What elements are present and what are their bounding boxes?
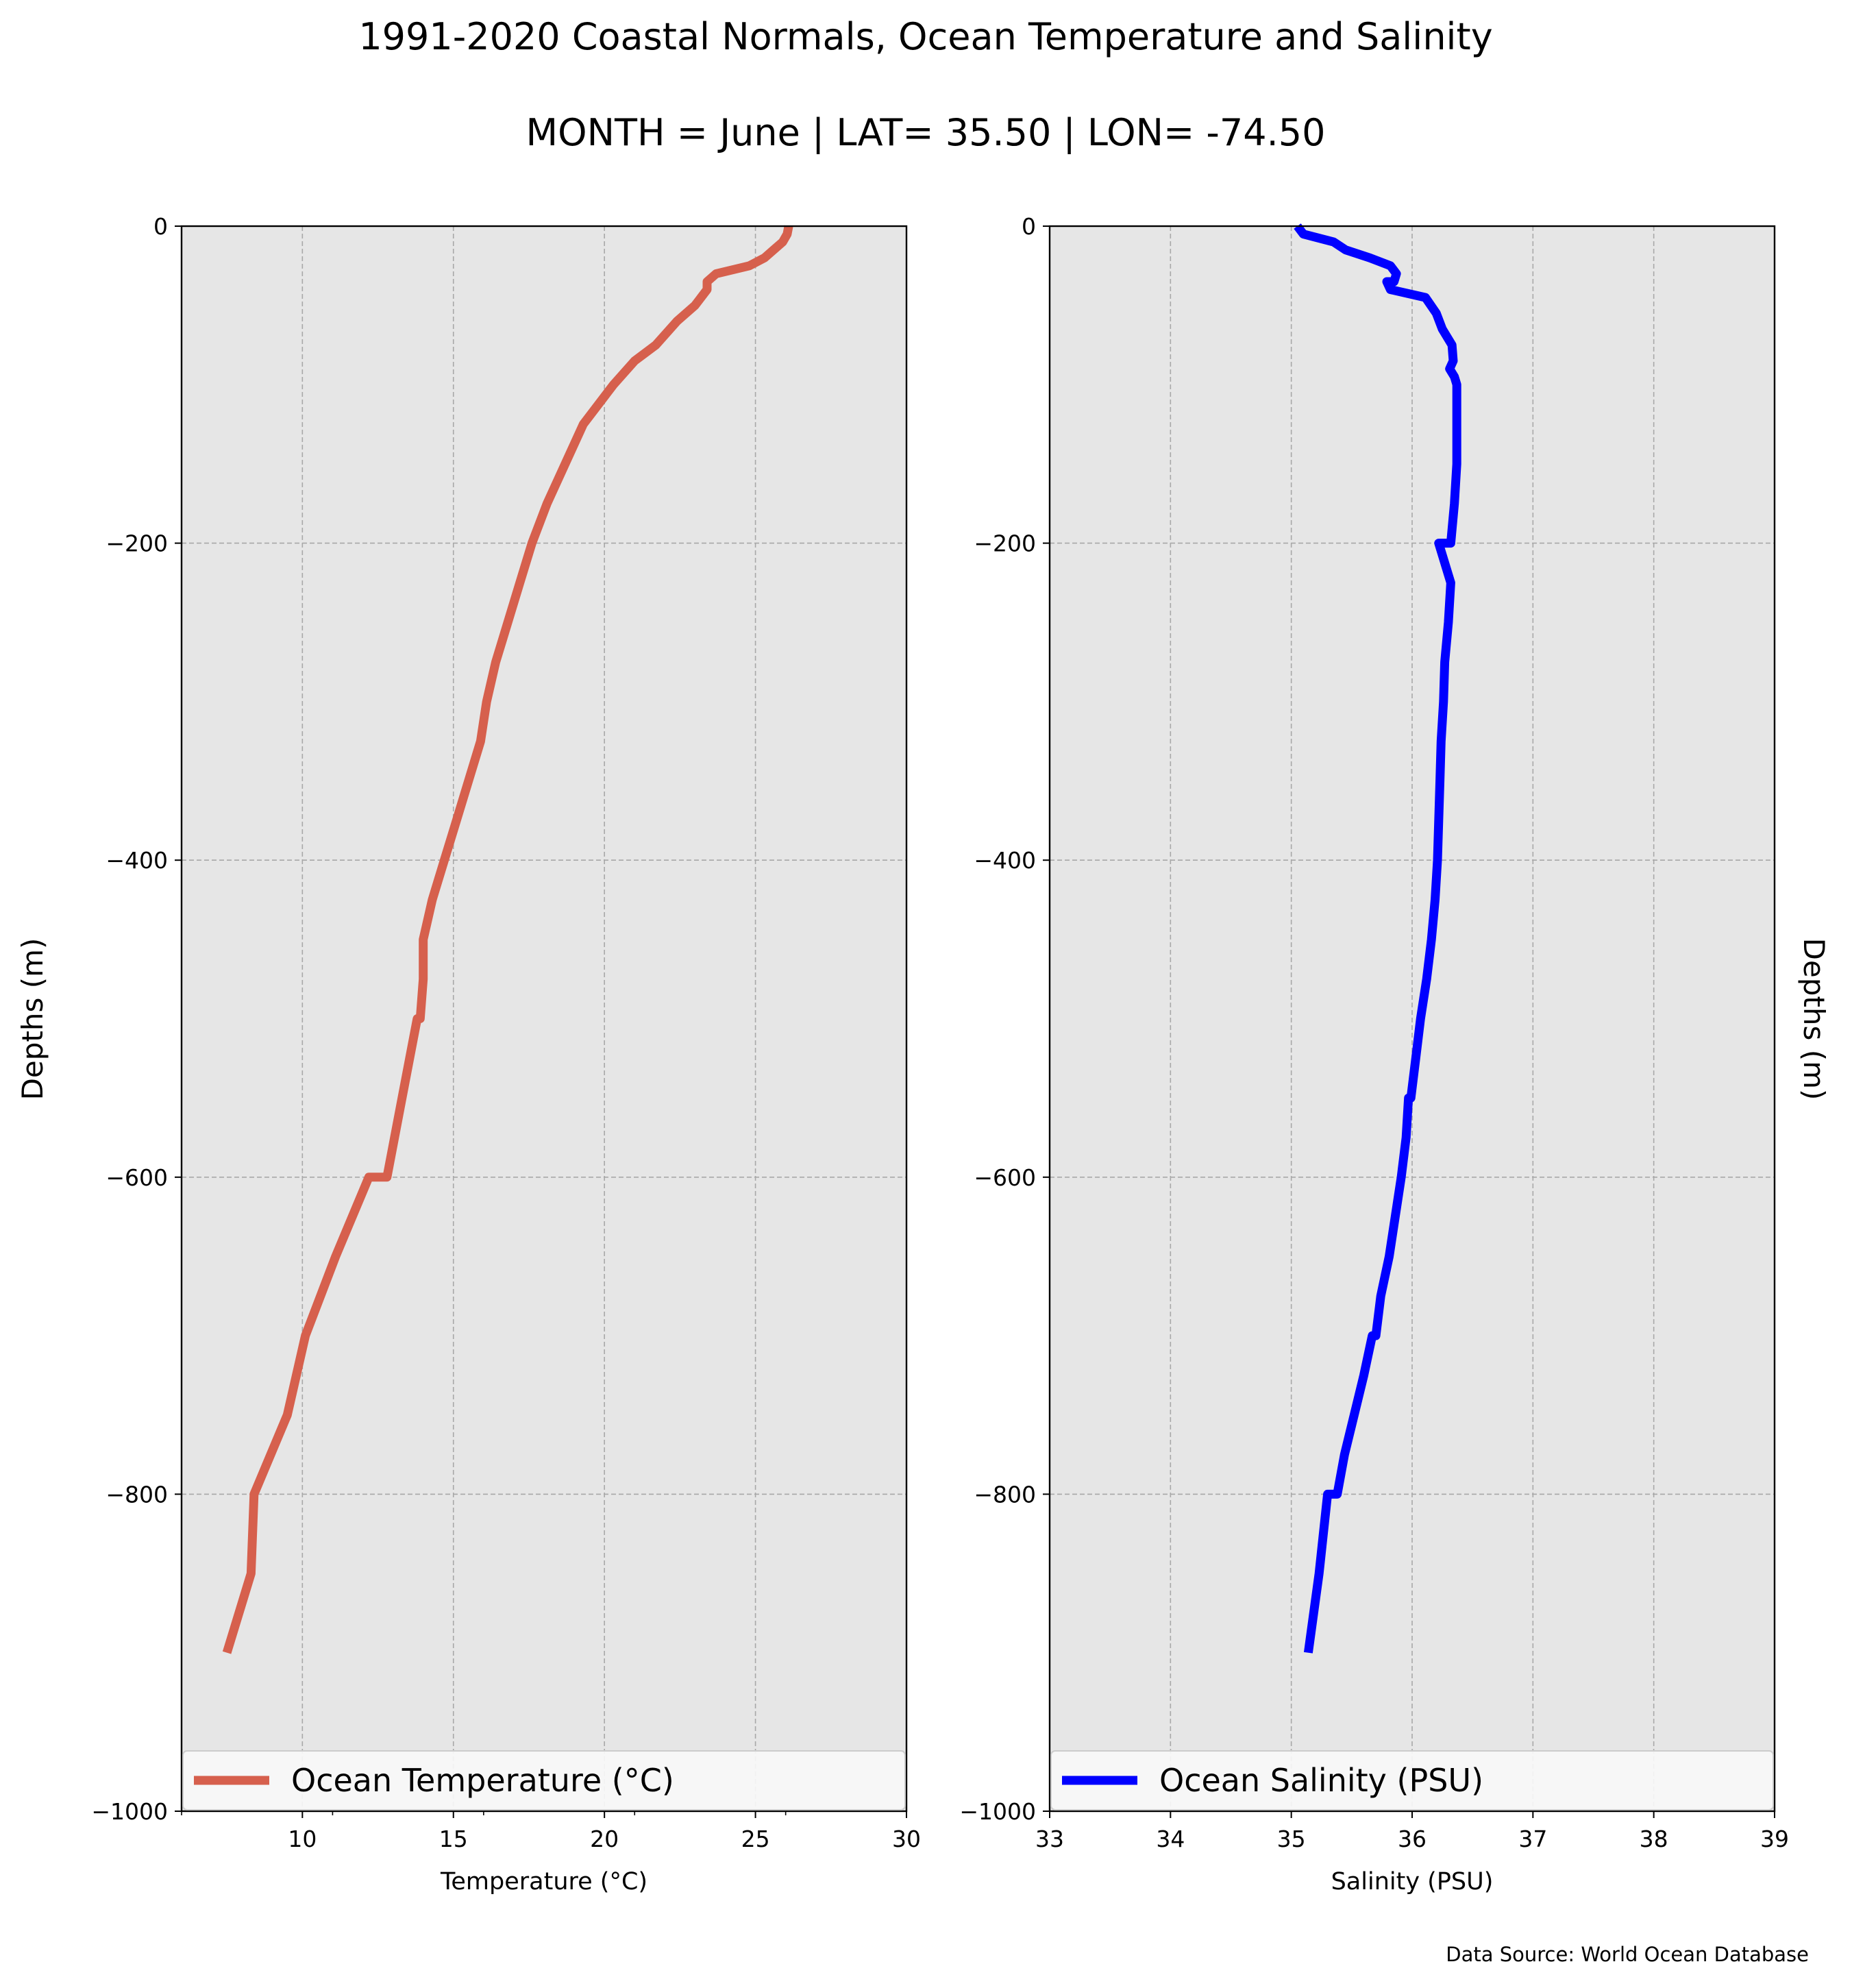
salinity-legend: Ocean Salinity (PSU) [1050,1750,1774,1811]
temperature-x-tick-label: 25 [741,1826,770,1852]
salinity-x-tick-label: 37 [1518,1826,1547,1852]
temperature-x-tick-label: 20 [590,1826,619,1852]
temperature-plot-area [182,226,906,1811]
temperature-y-tick-label: −200 [106,530,168,557]
temperature-y-tick-label: −600 [106,1164,168,1191]
data-source-note: Data Source: World Ocean Database [1446,1943,1809,1966]
temperature-axes-frame [180,225,908,1813]
temperature-y-tick-label: −1000 [91,1798,168,1825]
salinity-legend-label: Ocean Salinity (PSU) [1159,1762,1483,1799]
salinity-x-tick-label: 38 [1640,1826,1668,1852]
temperature-y-axis-label: Depths (m) [16,938,49,1101]
temperature-x-tick-label: 15 [439,1826,468,1852]
figure-subtitle: MONTH = June | LAT= 35.50 | LON= -74.50 [526,111,1326,154]
temperature-y-tick-label: −800 [106,1481,168,1508]
temperature-y-tick-label: −400 [106,847,168,874]
salinity-y-tick-label: −600 [974,1164,1036,1191]
salinity-y-tick-label: −1000 [959,1798,1036,1825]
salinity-x-tick-label: 34 [1156,1826,1185,1852]
salinity-y-tick-label: −200 [974,530,1036,557]
salinity-y-tick-label: −800 [974,1481,1036,1508]
salinity-x-tick-label: 35 [1277,1826,1306,1852]
temperature-legend: Ocean Temperature (°C) [182,1750,906,1811]
salinity-y-tick-label: −400 [974,847,1036,874]
temperature-x-axis-label: Temperature (°C) [440,1868,647,1895]
temperature-x-tick-label: 30 [892,1826,921,1852]
temperature-legend-box [182,1750,906,1811]
temperature-panel: 10 15 20 25 30 0 −200 −400 −600 −800 −1000 Temperat… [91,213,921,1895]
salinity-x-axis-label: Salinity (PSU) [1331,1868,1494,1895]
temperature-x-tick-label: 10 [288,1826,317,1852]
salinity-x-tick-label: 33 [1035,1826,1064,1852]
temperature-series-line [222,225,793,1654]
salinity-panel: 33 34 35 36 37 38 39 0 −200 −400 −600 −800 −1000 Sali… [959,213,1789,1895]
salinity-y-axis-label: Depths (m) [1797,938,1831,1101]
salinity-x-tick-label: 36 [1398,1826,1427,1852]
figure-title: 1991-2020 Coastal Normals, Ocean Tempera… [358,15,1492,58]
salinity-legend-box [1050,1750,1774,1811]
salinity-y-tick-label: 0 [1022,213,1036,240]
salinity-x-tick-label: 39 [1760,1826,1789,1852]
temperature-y-tick-label: 0 [153,213,168,240]
temperature-legend-label: Ocean Temperature (°C) [291,1762,674,1799]
salinity-series-line [1294,223,1461,1654]
